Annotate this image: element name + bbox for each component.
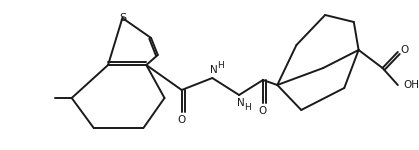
Text: S: S xyxy=(119,13,126,23)
Text: O: O xyxy=(178,115,186,125)
Text: OH: OH xyxy=(403,80,419,90)
Text: N: N xyxy=(237,98,245,108)
Text: O: O xyxy=(259,106,267,116)
Text: H: H xyxy=(217,60,224,69)
Text: O: O xyxy=(401,45,409,55)
Text: H: H xyxy=(244,103,251,112)
Text: N: N xyxy=(210,65,218,75)
